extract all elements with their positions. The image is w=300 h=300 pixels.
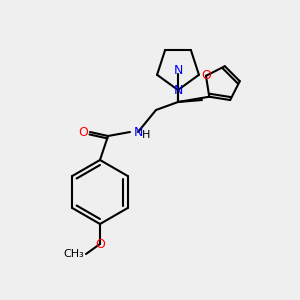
- Text: N: N: [173, 83, 183, 97]
- Text: N: N: [173, 64, 183, 76]
- Text: O: O: [95, 238, 105, 250]
- Text: N: N: [133, 125, 143, 139]
- Text: O: O: [78, 125, 88, 139]
- Text: O: O: [201, 69, 211, 82]
- Text: H: H: [142, 130, 150, 140]
- Text: CH₃: CH₃: [63, 249, 84, 259]
